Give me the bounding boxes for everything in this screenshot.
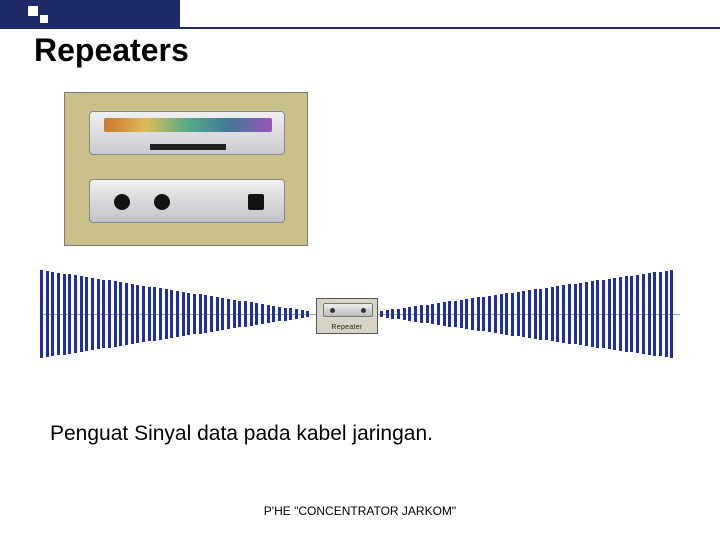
accent-square [28, 6, 38, 16]
signal-attenuating [40, 268, 312, 360]
device-illustration [89, 179, 285, 223]
signal-diagram: Repeater [40, 268, 680, 364]
repeater-label: Repeater [317, 324, 377, 331]
repeater-photo [64, 92, 308, 246]
signal-amplified [380, 268, 676, 360]
description-text: Penguat Sinyal data pada kabel jaringan. [50, 422, 433, 446]
repeater-device-icon [323, 303, 373, 317]
accent-square [40, 15, 48, 23]
device-illustration [89, 111, 285, 155]
header-accent [0, 0, 180, 28]
page-title: Repeaters [34, 32, 189, 69]
footer-text: P'HE "CONCENTRATOR JARKOM" [0, 504, 720, 518]
repeater-icon: Repeater [316, 298, 378, 334]
header-underline [0, 27, 720, 29]
